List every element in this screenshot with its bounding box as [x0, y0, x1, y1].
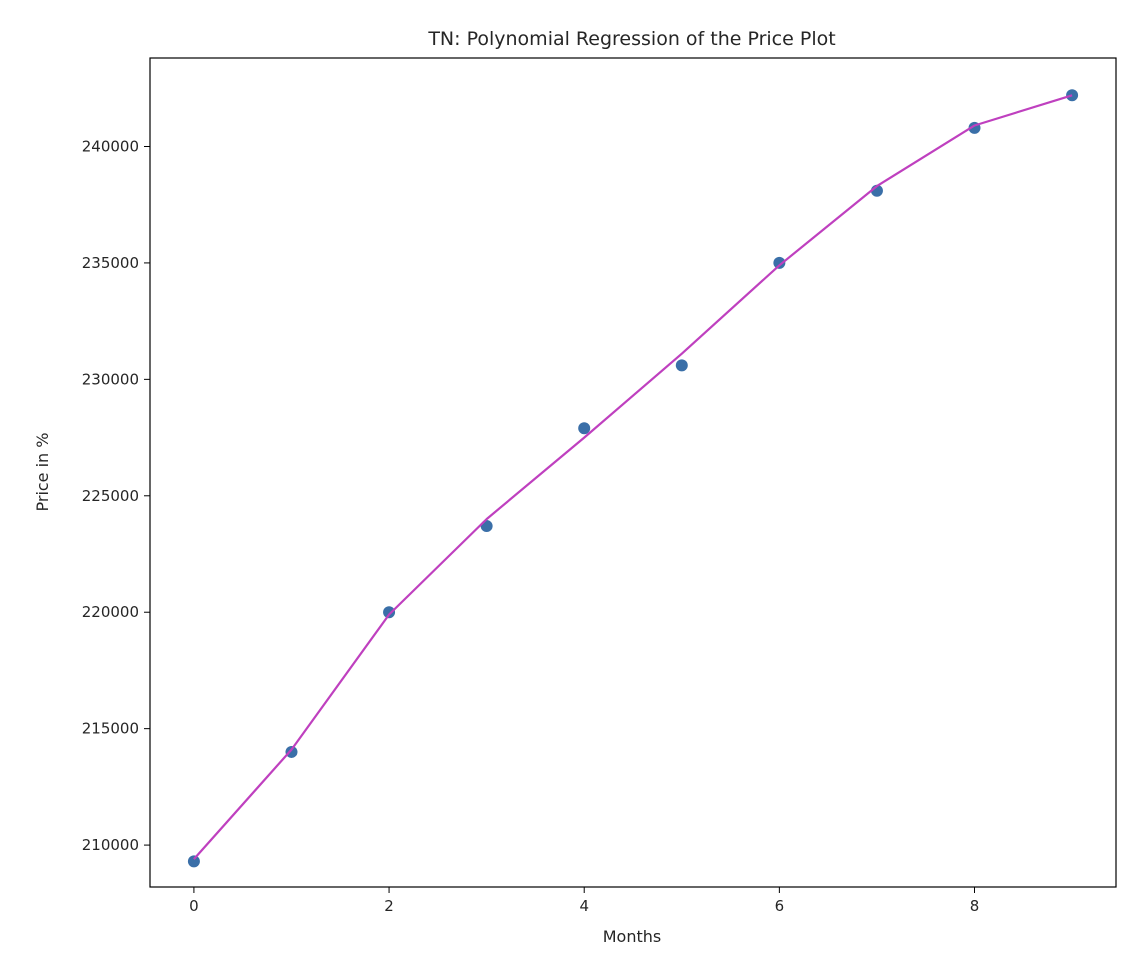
scatter-point — [383, 606, 396, 619]
scatter-point — [285, 745, 298, 758]
scatter-point — [675, 359, 688, 372]
plot-frame — [149, 57, 1117, 888]
y-tick-label: 235000 — [82, 254, 139, 272]
y-tick-label: 220000 — [82, 603, 139, 621]
y-axis-label: Price in % — [33, 433, 52, 512]
x-tick-label: 0 — [189, 897, 199, 915]
x-axis: 0 2 4 6 8 — [189, 887, 979, 915]
x-tick-label: 8 — [970, 897, 980, 915]
scatter-point — [187, 855, 200, 868]
y-tick-label: 225000 — [82, 487, 139, 505]
x-tick-label: 2 — [384, 897, 394, 915]
scatter-point — [773, 256, 786, 269]
y-axis: 210000 215000 220000 225000 230000 235000 2400… — [82, 137, 150, 854]
y-tick-label: 215000 — [82, 720, 139, 738]
x-tick-label: 4 — [579, 897, 589, 915]
regression-line — [193, 94, 1073, 860]
plot-area — [187, 89, 1079, 868]
chart-title: TN: Polynomial Regression of the Price P… — [427, 28, 835, 50]
x-tick-label: 6 — [775, 897, 785, 915]
scatter-point — [578, 422, 591, 435]
scatter-point — [1066, 89, 1079, 102]
y-tick-label: 230000 — [82, 370, 139, 388]
y-tick-label: 210000 — [82, 836, 139, 854]
x-axis-label: Months — [603, 927, 661, 946]
y-tick-label: 240000 — [82, 137, 139, 155]
